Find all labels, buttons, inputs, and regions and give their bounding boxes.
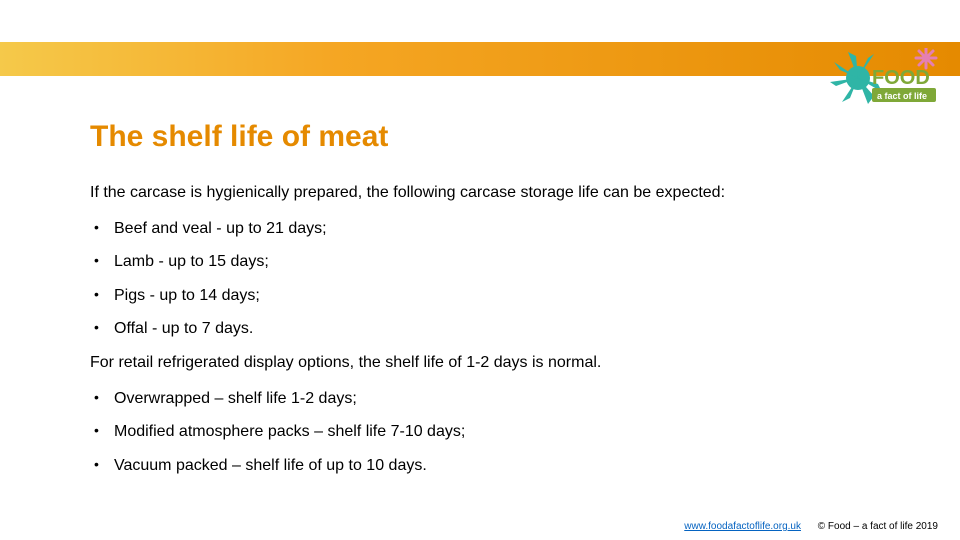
content-area: The shelf life of meat If the carcase is… — [90, 120, 900, 488]
carcase-list: Beef and veal - up to 21 days; Lamb - up… — [90, 218, 900, 340]
retail-paragraph: For retail refrigerated display options,… — [90, 352, 900, 374]
footer: www.foodafactoflife.org.uk © Food – a fa… — [684, 521, 938, 532]
intro-paragraph: If the carcase is hygienically prepared,… — [90, 182, 900, 204]
food-logo: FOOD a fact of life — [828, 48, 938, 112]
list-item: Beef and veal - up to 21 days; — [90, 218, 900, 240]
list-item: Modified atmosphere packs – shelf life 7… — [90, 421, 900, 443]
footer-copyright: © Food – a fact of life 2019 — [818, 521, 938, 532]
list-item: Overwrapped – shelf life 1-2 days; — [90, 388, 900, 410]
logo-text-sub: a fact of life — [877, 91, 927, 101]
retail-list: Overwrapped – shelf life 1-2 days; Modif… — [90, 388, 900, 477]
list-item: Pigs - up to 14 days; — [90, 285, 900, 307]
list-item: Lamb - up to 15 days; — [90, 251, 900, 273]
list-item: Vacuum packed – shelf life of up to 10 d… — [90, 455, 900, 477]
footer-link[interactable]: www.foodafactoflife.org.uk — [684, 521, 801, 532]
header-band — [0, 42, 960, 76]
logo-text-main: FOOD — [872, 67, 930, 89]
slide-title: The shelf life of meat — [90, 120, 900, 154]
list-item: Offal - up to 7 days. — [90, 318, 900, 340]
